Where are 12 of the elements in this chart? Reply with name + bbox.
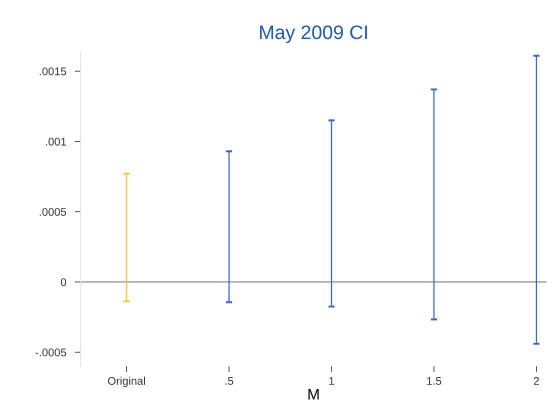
y-tick-label: .0005	[40, 208, 66, 216]
x-tick-label: .5	[225, 377, 234, 385]
x-axis-title: M	[308, 389, 319, 400]
y-tick-label: 0	[60, 278, 66, 286]
x-tick-label: 1	[329, 377, 334, 385]
x-tick-label: 2	[534, 377, 539, 385]
chart-title: May 2009 CI	[260, 25, 367, 44]
y-tick-label: -.0005	[36, 348, 66, 356]
y-tick-label: .0015	[40, 67, 66, 76]
x-tick-label: Original	[108, 376, 145, 388]
y-tick-label: .001	[46, 138, 66, 146]
x-tick-label: 1.5	[427, 377, 442, 385]
